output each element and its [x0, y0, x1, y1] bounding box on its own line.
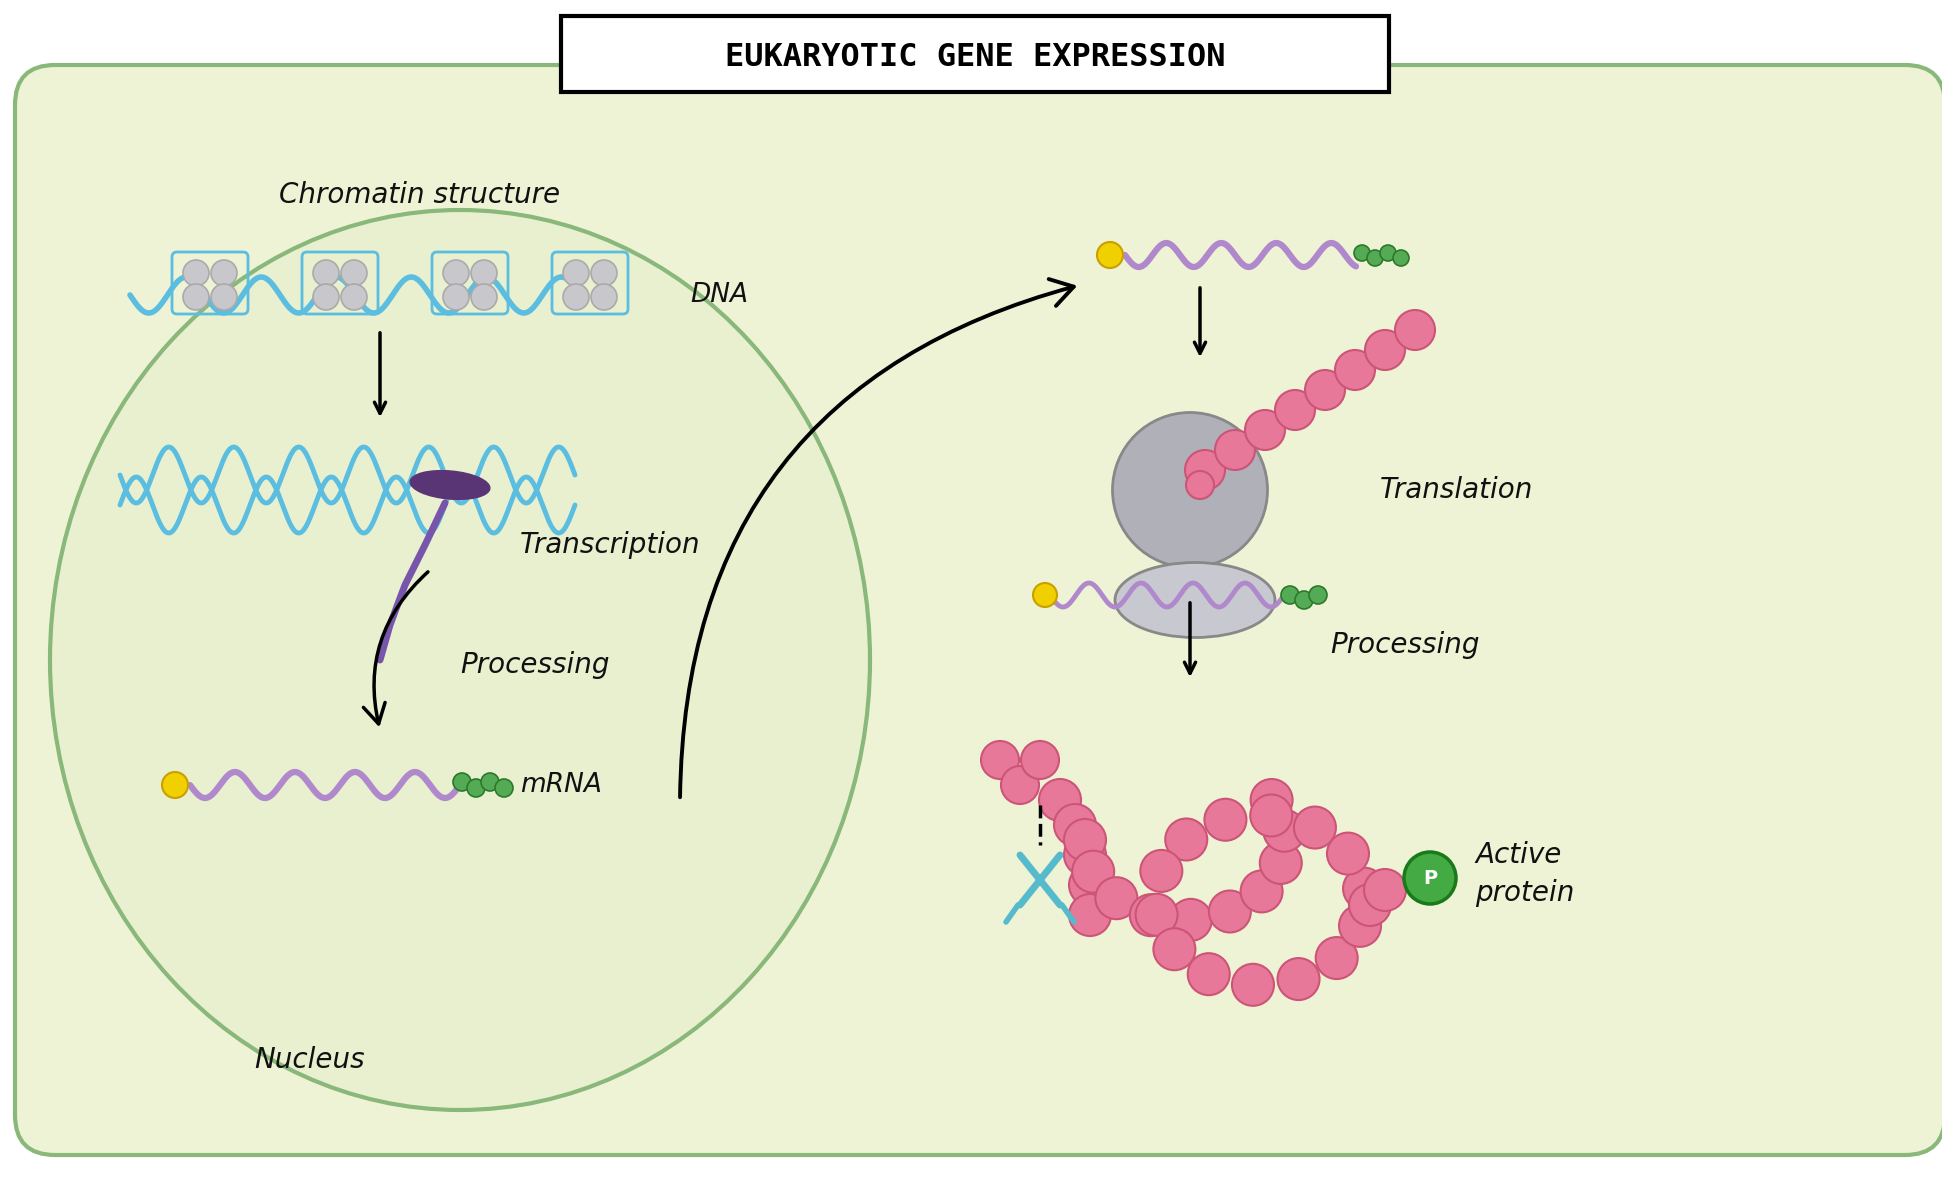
Circle shape	[1404, 852, 1456, 904]
Circle shape	[1154, 928, 1196, 971]
Circle shape	[1136, 894, 1177, 935]
Circle shape	[452, 773, 472, 790]
Ellipse shape	[410, 471, 489, 499]
Circle shape	[313, 284, 340, 310]
Ellipse shape	[50, 210, 870, 1110]
Text: Processing: Processing	[460, 651, 610, 679]
Circle shape	[1264, 809, 1305, 852]
Circle shape	[1392, 250, 1410, 266]
Circle shape	[1095, 878, 1138, 919]
Circle shape	[1241, 871, 1282, 913]
Text: Transcription: Transcription	[520, 531, 701, 560]
Circle shape	[563, 284, 588, 310]
Circle shape	[183, 260, 210, 286]
Circle shape	[1350, 884, 1390, 926]
Circle shape	[1326, 833, 1369, 874]
Circle shape	[1165, 819, 1208, 860]
Text: Translation: Translation	[1381, 476, 1534, 504]
Circle shape	[1140, 851, 1183, 892]
Circle shape	[1278, 958, 1319, 1000]
Circle shape	[590, 284, 618, 310]
Circle shape	[1309, 585, 1326, 604]
Circle shape	[466, 779, 486, 798]
Circle shape	[1130, 894, 1171, 937]
Circle shape	[212, 284, 237, 310]
Circle shape	[1072, 851, 1115, 893]
Circle shape	[472, 260, 497, 286]
Circle shape	[443, 284, 470, 310]
Circle shape	[1363, 869, 1406, 911]
Circle shape	[1068, 863, 1111, 906]
Circle shape	[1231, 964, 1274, 1006]
FancyBboxPatch shape	[561, 16, 1389, 92]
Circle shape	[183, 284, 210, 310]
Circle shape	[1365, 330, 1404, 370]
Circle shape	[1394, 310, 1435, 350]
Circle shape	[1260, 842, 1301, 884]
Circle shape	[1354, 245, 1369, 262]
Circle shape	[443, 260, 470, 286]
Circle shape	[342, 284, 367, 310]
Circle shape	[1276, 390, 1315, 430]
FancyArrowPatch shape	[363, 571, 427, 724]
Text: Chromatin structure: Chromatin structure	[280, 181, 561, 209]
Circle shape	[1064, 834, 1107, 876]
Circle shape	[1344, 868, 1385, 909]
FancyArrowPatch shape	[680, 279, 1074, 798]
Circle shape	[1021, 741, 1058, 779]
Circle shape	[212, 260, 237, 286]
Text: mRNA: mRNA	[520, 772, 602, 798]
Circle shape	[1245, 410, 1286, 450]
Circle shape	[313, 260, 340, 286]
Text: Processing: Processing	[1330, 631, 1480, 659]
Circle shape	[495, 779, 513, 798]
Circle shape	[1000, 766, 1039, 805]
Circle shape	[161, 772, 188, 798]
Text: Nucleus: Nucleus	[254, 1046, 365, 1074]
Circle shape	[1305, 370, 1346, 410]
Circle shape	[1208, 891, 1251, 933]
Circle shape	[1334, 350, 1375, 390]
Ellipse shape	[1115, 563, 1276, 637]
Text: DNA: DNA	[689, 282, 748, 307]
Circle shape	[1055, 805, 1095, 846]
Circle shape	[1295, 591, 1313, 609]
Circle shape	[1293, 807, 1336, 848]
Circle shape	[1315, 937, 1357, 979]
Circle shape	[1097, 241, 1122, 269]
Circle shape	[1381, 245, 1396, 262]
Circle shape	[1340, 905, 1381, 947]
Circle shape	[1064, 819, 1107, 861]
Circle shape	[342, 260, 367, 286]
Circle shape	[1039, 779, 1082, 821]
Circle shape	[1169, 899, 1212, 941]
Circle shape	[1282, 585, 1299, 604]
Circle shape	[472, 284, 497, 310]
Circle shape	[1187, 471, 1214, 499]
Circle shape	[981, 741, 1020, 779]
Circle shape	[1189, 953, 1229, 995]
Circle shape	[1367, 250, 1383, 266]
Text: EUKARYOTIC GENE EXPRESSION: EUKARYOTIC GENE EXPRESSION	[724, 41, 1225, 73]
Circle shape	[563, 260, 588, 286]
Circle shape	[1068, 894, 1111, 937]
Text: Active: Active	[1476, 841, 1561, 869]
Circle shape	[1185, 450, 1225, 490]
FancyBboxPatch shape	[16, 65, 1942, 1154]
Circle shape	[1251, 779, 1293, 821]
Circle shape	[1204, 799, 1247, 841]
Circle shape	[482, 773, 499, 790]
Circle shape	[1033, 583, 1056, 607]
Text: protein: protein	[1476, 879, 1575, 907]
Circle shape	[1251, 794, 1291, 836]
Ellipse shape	[1113, 412, 1268, 568]
Text: P: P	[1423, 868, 1437, 887]
Circle shape	[590, 260, 618, 286]
Circle shape	[1216, 430, 1255, 470]
